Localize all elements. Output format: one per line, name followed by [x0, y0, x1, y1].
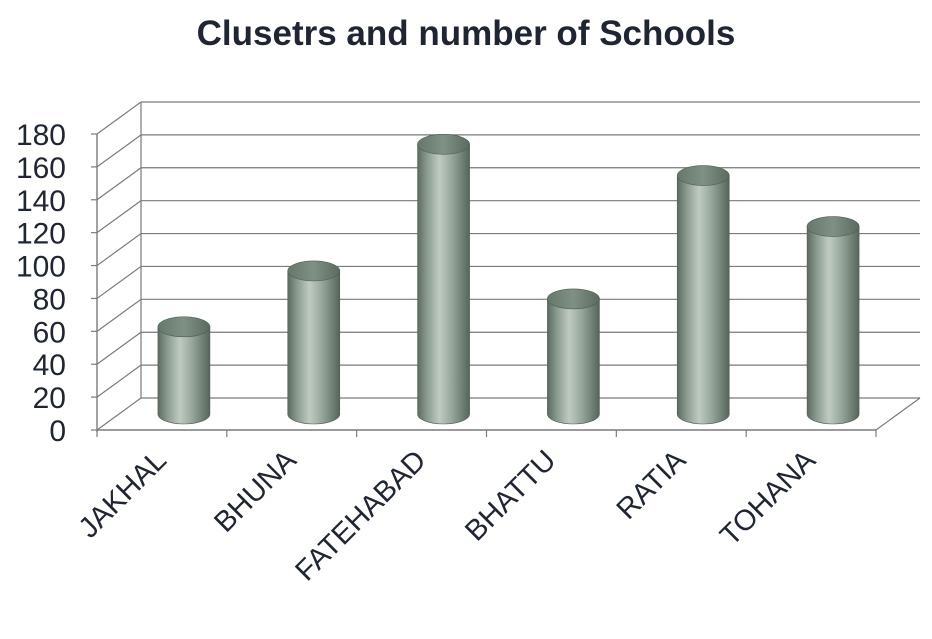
y-tick-label: 40 — [33, 349, 66, 382]
bar — [806, 216, 860, 425]
bar-top — [806, 216, 860, 237]
bar-body — [806, 226, 860, 425]
gridline-depth — [96, 200, 142, 234]
chart-title: Clusetrs and number of Schools — [196, 14, 736, 53]
bar-body — [287, 270, 341, 425]
y-tick-label: 140 — [16, 185, 66, 218]
x-tick-label: RATIA — [611, 444, 693, 526]
gridline-depth — [96, 233, 142, 267]
bar-top — [547, 288, 600, 310]
y-tick-label: 100 — [16, 251, 66, 284]
x-tick-label: TOHANA — [714, 444, 822, 552]
bar-top — [676, 165, 730, 186]
gridline-depth — [96, 364, 142, 398]
gridline-depth — [96, 331, 142, 365]
y-tick-label: 180 — [16, 119, 66, 152]
gridline-depth — [96, 397, 142, 431]
y-tick-label: 160 — [16, 152, 66, 185]
bar-body — [157, 326, 211, 425]
gridline-depth — [96, 265, 142, 299]
bar — [676, 165, 730, 425]
gridline-depth — [96, 298, 142, 332]
bar-top — [417, 134, 470, 155]
bar-body — [676, 175, 730, 425]
bar — [157, 316, 211, 425]
x-tick-label: FATEHABAD — [289, 444, 432, 587]
bar — [417, 134, 470, 425]
x-tick-label: JAKHAL — [73, 444, 173, 544]
gridline-depth — [96, 134, 142, 168]
bar — [547, 288, 600, 425]
x-tick-label: BHUNA — [208, 444, 303, 539]
bar-body — [417, 144, 470, 425]
y-tick-label: 60 — [33, 316, 66, 349]
y-tick-label: 20 — [33, 382, 66, 415]
bar-top — [287, 260, 341, 282]
gridline-depth — [96, 167, 142, 201]
gridline-depth — [96, 101, 142, 135]
y-tick-label: 120 — [16, 218, 66, 251]
y-tick-label: 80 — [33, 283, 66, 316]
bar-body — [547, 298, 600, 425]
bar — [287, 260, 341, 425]
x-tick-label: BHATTU — [459, 444, 562, 547]
bar-top — [157, 316, 211, 338]
floor-right-edge — [875, 397, 921, 431]
y-tick-label: 0 — [49, 415, 66, 448]
